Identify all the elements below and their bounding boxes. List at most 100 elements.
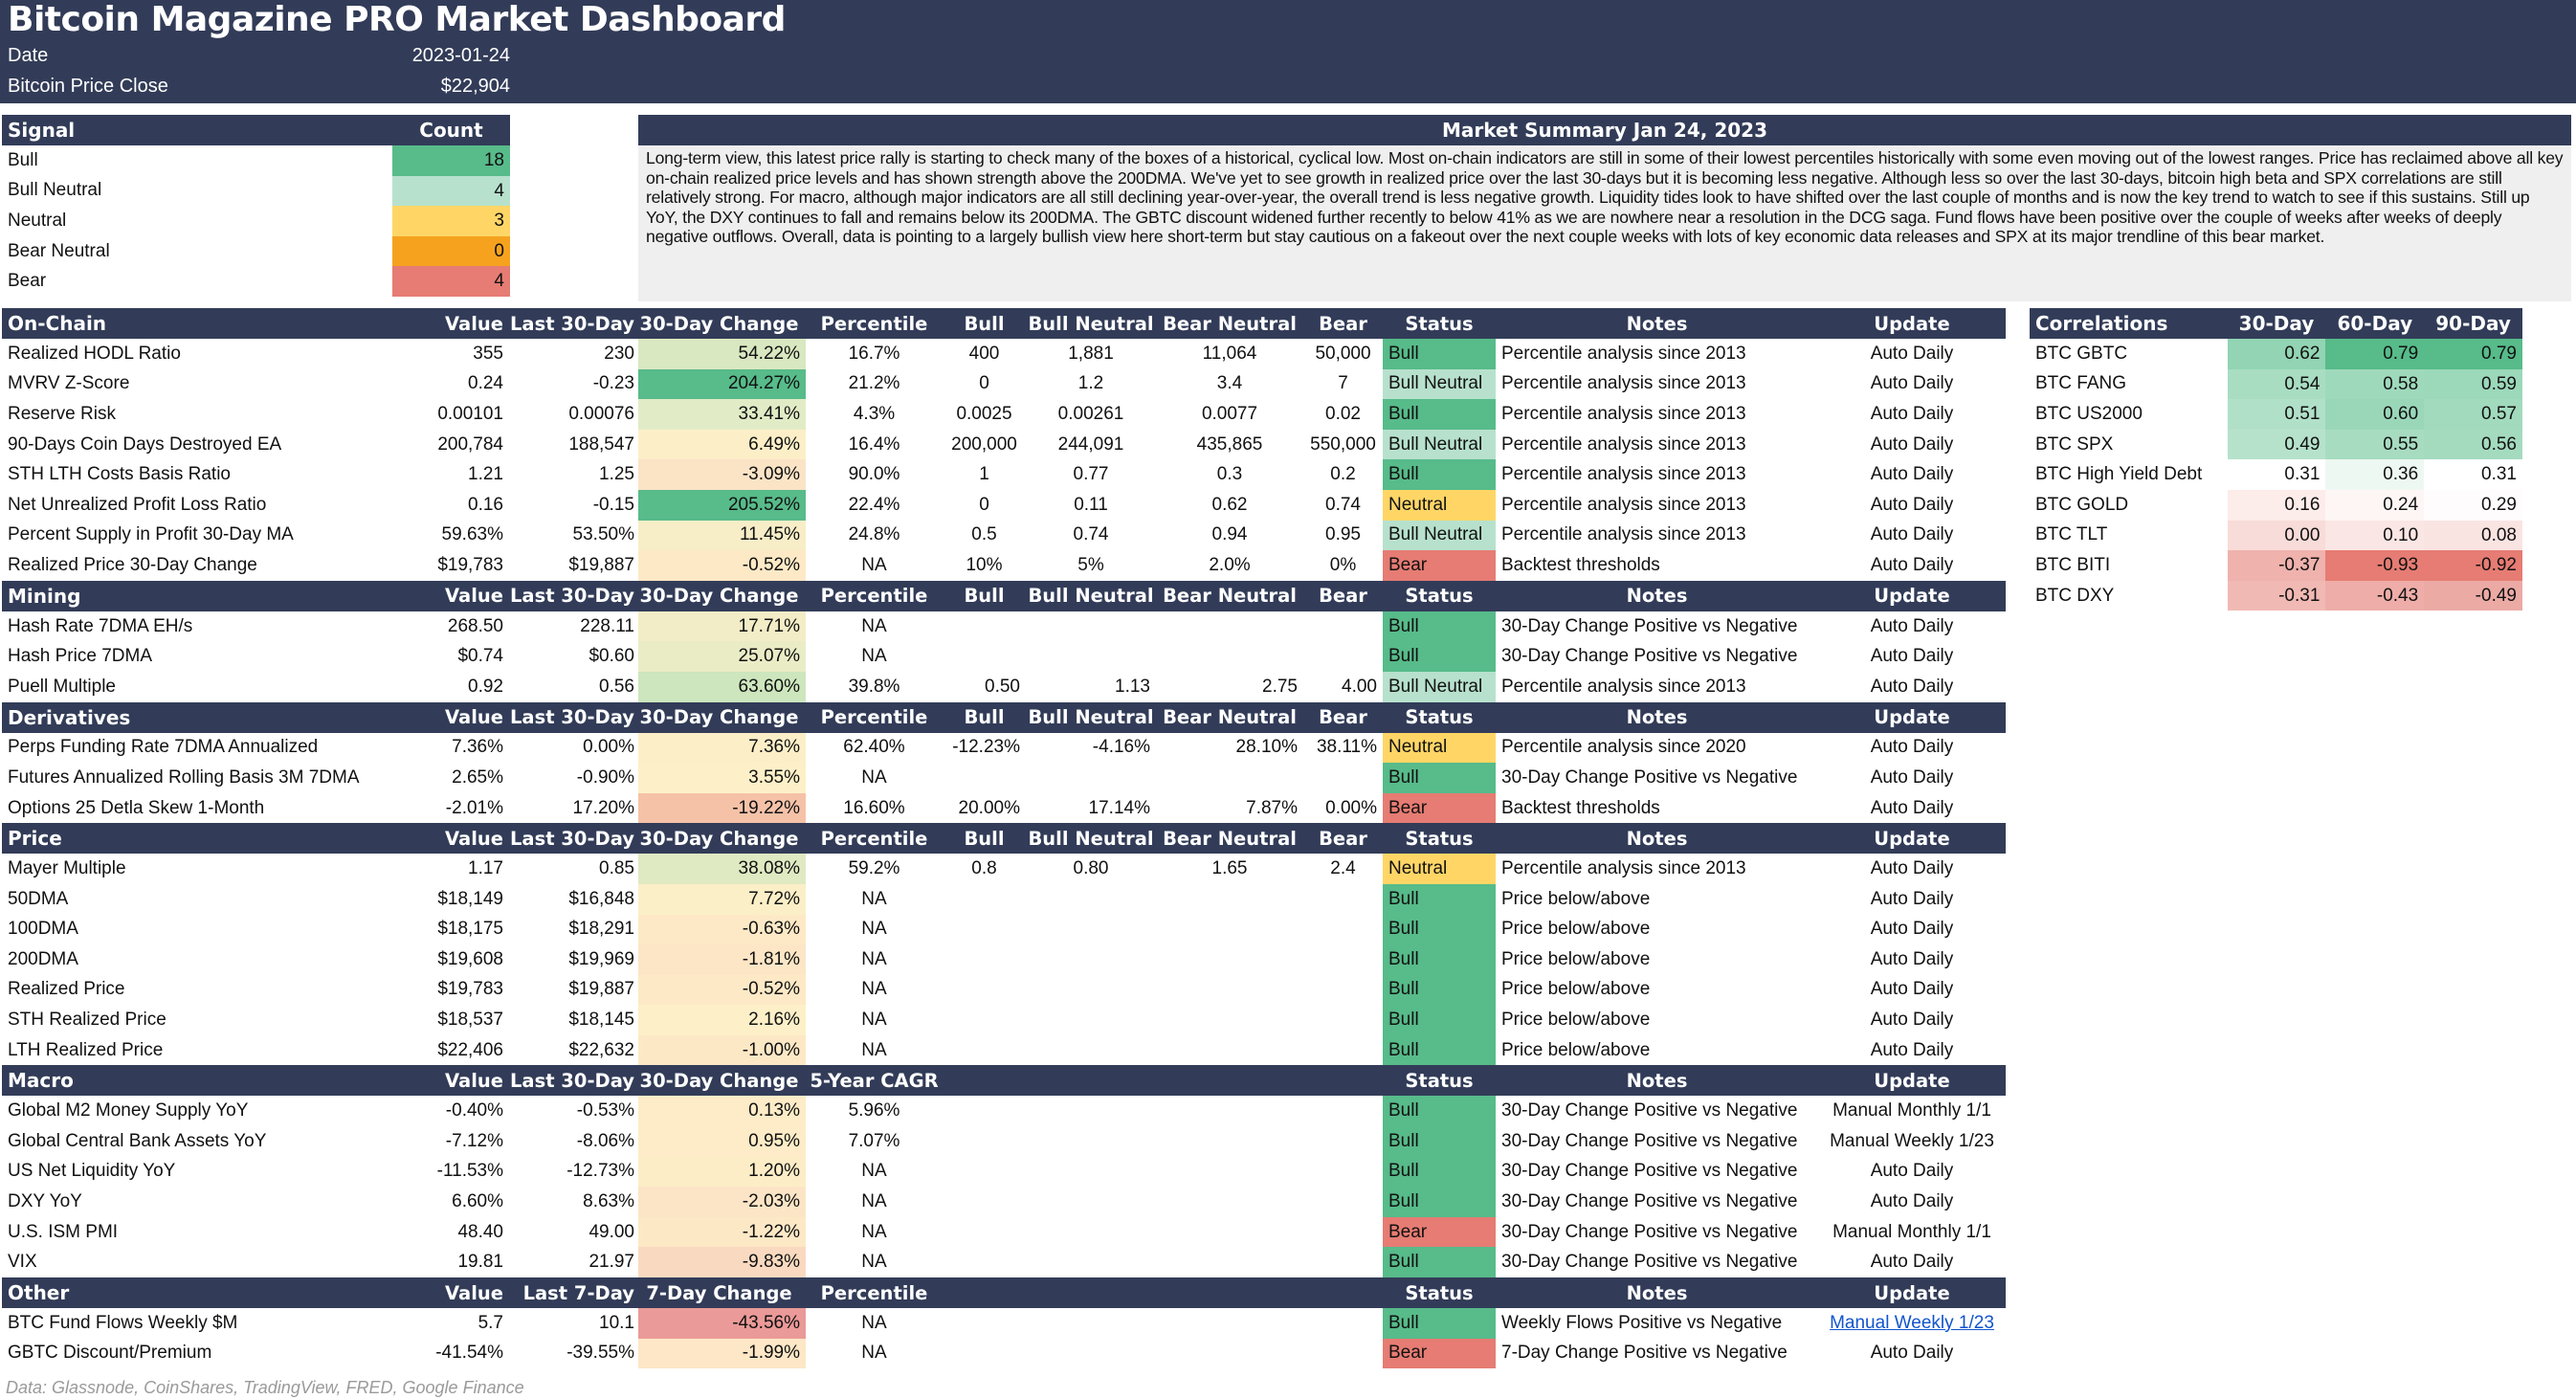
bull-header: Bull bbox=[964, 706, 1005, 729]
status-header: Status bbox=[1405, 706, 1474, 729]
bull-neutral-threshold bbox=[1026, 1096, 1156, 1126]
table-row: Realized Price 30-Day Change $19,783 $19,8… bbox=[2, 550, 2006, 581]
status-badge: Bull bbox=[1383, 974, 1496, 1006]
indicator-change: 63.60% bbox=[638, 671, 806, 702]
indicator-last: -39.55% bbox=[566, 1343, 634, 1364]
update-frequency: Auto Daily bbox=[1870, 766, 1954, 788]
correlation-value: 0.31 bbox=[2227, 459, 2326, 490]
update-frequency: Auto Daily bbox=[1870, 524, 1954, 545]
value-header: Value bbox=[445, 312, 503, 335]
indicator-change: -0.63% bbox=[638, 914, 806, 945]
bull-threshold: 0.50 bbox=[985, 676, 1020, 697]
indicator-value: 19.81 bbox=[457, 1252, 503, 1273]
bear-threshold bbox=[1303, 975, 1383, 1006]
indicator-percentile: NA bbox=[861, 615, 887, 636]
status-badge: Bear bbox=[1383, 1216, 1496, 1248]
market-summary-text: Long-term view, this latest price rally … bbox=[646, 148, 2564, 247]
indicator-change: -1.00% bbox=[638, 1034, 806, 1066]
section-header-price: Price Value Last 30-Day 30-Day Change Percen… bbox=[2, 823, 2006, 855]
indicator-name: MVRV Z-Score bbox=[8, 373, 130, 394]
bear-threshold bbox=[1303, 763, 1383, 793]
indicator-value: 355 bbox=[473, 343, 503, 364]
update-link[interactable]: Manual Weekly 1/23 bbox=[1830, 1312, 1994, 1333]
indicator-name: Mayer Multiple bbox=[8, 858, 126, 879]
table-row: LTH Realized Price $22,406 $22,632 -1.00% NA… bbox=[2, 1034, 2006, 1066]
bull-header: Bull bbox=[964, 585, 1005, 608]
bull-neutral-threshold bbox=[1026, 1339, 1156, 1369]
bear-threshold: 2.4 bbox=[1330, 858, 1356, 879]
indicator-change: 0.95% bbox=[638, 1126, 806, 1157]
value-header: Value bbox=[445, 1069, 503, 1092]
status-badge: Bull bbox=[1383, 641, 1496, 672]
correlation-pair: BTC US2000 bbox=[2035, 403, 2143, 424]
indicator-value: 7.36% bbox=[452, 737, 503, 758]
indicator-value: 59.63% bbox=[441, 524, 503, 545]
table-row: 200DMA $19,608 $19,969 -1.81% NA Bull Price be… bbox=[2, 944, 2006, 975]
change-header: 30-Day Change bbox=[639, 827, 799, 850]
correlation-value: 0.00 bbox=[2227, 520, 2326, 551]
bull-threshold bbox=[943, 1096, 1026, 1126]
bear-neutral-threshold: 0.94 bbox=[1211, 524, 1248, 545]
update-frequency: Auto Daily bbox=[1870, 1343, 1954, 1364]
indicator-notes: Weekly Flows Positive vs Negative bbox=[1501, 1312, 1783, 1333]
bull-neutral-threshold bbox=[1026, 1035, 1156, 1066]
bear-threshold: 0.02 bbox=[1325, 403, 1361, 424]
indicator-change: -9.83% bbox=[638, 1247, 806, 1278]
percentile-header: Percentile bbox=[820, 312, 928, 335]
update-frequency: Auto Daily bbox=[1870, 858, 1954, 879]
indicator-percentile: NA bbox=[861, 1010, 887, 1031]
signal-table-header: Signal Count bbox=[2, 115, 510, 145]
indicator-last: -12.73% bbox=[566, 1161, 634, 1182]
indicator-name: Puell Multiple bbox=[8, 676, 116, 697]
bear-neutral-threshold: 0.62 bbox=[1211, 494, 1248, 515]
correlation-value: -0.43 bbox=[2325, 580, 2425, 611]
table-row: DXY YoY 6.60% 8.63% -2.03% NA Bull 30-Day Chan… bbox=[2, 1187, 2006, 1217]
bull-threshold: 20.00% bbox=[958, 797, 1020, 818]
section-title: Macro bbox=[8, 1069, 74, 1093]
update-frequency: Auto Daily bbox=[1870, 615, 1954, 636]
status-badge: Bull Neutral bbox=[1383, 520, 1496, 551]
indicator-last: 0.00% bbox=[583, 737, 634, 758]
indicator-percentile: 16.60% bbox=[843, 797, 905, 818]
indicator-last: -8.06% bbox=[576, 1130, 634, 1151]
table-row: Reserve Risk 0.00101 0.00076 33.41% 4.3% 0.00… bbox=[2, 399, 2006, 430]
percentile-header: Percentile bbox=[820, 706, 928, 729]
section-header-macro: Macro Value Last 30-Day 30-Day Change 5-Year… bbox=[2, 1065, 2006, 1097]
indicator-value: 1.17 bbox=[468, 858, 503, 879]
indicator-name: DXY YoY bbox=[8, 1191, 82, 1212]
bull-neutral-header: Bull Neutral bbox=[1028, 585, 1154, 608]
indicator-value: 0.16 bbox=[468, 494, 503, 515]
indicator-name: Global Central Bank Assets YoY bbox=[8, 1130, 267, 1151]
table-row: Hash Rate 7DMA EH/s 268.50 228.11 17.71% NA B… bbox=[2, 611, 2006, 642]
table-row: 50DMA $18,149 $16,848 7.72% NA Bull Price belo… bbox=[2, 883, 2006, 915]
indicator-last: 53.50% bbox=[572, 524, 634, 545]
bull-neutral-threshold: 5% bbox=[1077, 554, 1104, 575]
indicator-percentile: NA bbox=[861, 919, 887, 940]
indicator-value: $22,406 bbox=[437, 1039, 503, 1060]
indicator-name: Realized HODL Ratio bbox=[8, 343, 181, 364]
indicator-notes: Percentile analysis since 2013 bbox=[1501, 433, 1746, 455]
indicator-change: -1.99% bbox=[638, 1338, 806, 1369]
indicator-change: -3.09% bbox=[638, 459, 806, 490]
table-row: Global Central Bank Assets YoY -7.12% -8.0… bbox=[2, 1126, 2006, 1157]
indicator-last: $0.60 bbox=[588, 646, 634, 667]
notes-header: Notes bbox=[1626, 312, 1688, 335]
correlation-value: 0.51 bbox=[2227, 399, 2326, 430]
indicator-notes: 30-Day Change Positive vs Negative bbox=[1501, 1252, 1798, 1273]
update-frequency: Auto Daily bbox=[1870, 948, 1954, 969]
correlation-row: BTC TLT 0.00 0.10 0.08 bbox=[2030, 520, 2522, 551]
bull-neutral-threshold: 17.14% bbox=[1088, 797, 1150, 818]
correlation-value: -0.37 bbox=[2227, 550, 2326, 581]
indicator-name: 90-Days Coin Days Destroyed EA bbox=[8, 433, 282, 455]
indicator-value: $19,783 bbox=[437, 554, 503, 575]
table-row: 100DMA $18,175 $18,291 -0.63% NA Bull Price be… bbox=[2, 914, 2006, 945]
bear-threshold bbox=[1303, 1339, 1383, 1369]
status-badge: Bear bbox=[1383, 792, 1496, 824]
correlation-pair: BTC FANG bbox=[2035, 373, 2127, 394]
bear-neutral-threshold bbox=[1156, 1187, 1303, 1217]
section-header-other: Other Value Last 7-Day 7-Day Change Percenti… bbox=[2, 1277, 2006, 1309]
update-frequency: Auto Daily bbox=[1870, 979, 1954, 1000]
bull-threshold: 0 bbox=[979, 373, 989, 394]
indicator-last: 8.63% bbox=[583, 1191, 634, 1212]
corr-30day-header: 30-Day bbox=[2238, 312, 2315, 335]
